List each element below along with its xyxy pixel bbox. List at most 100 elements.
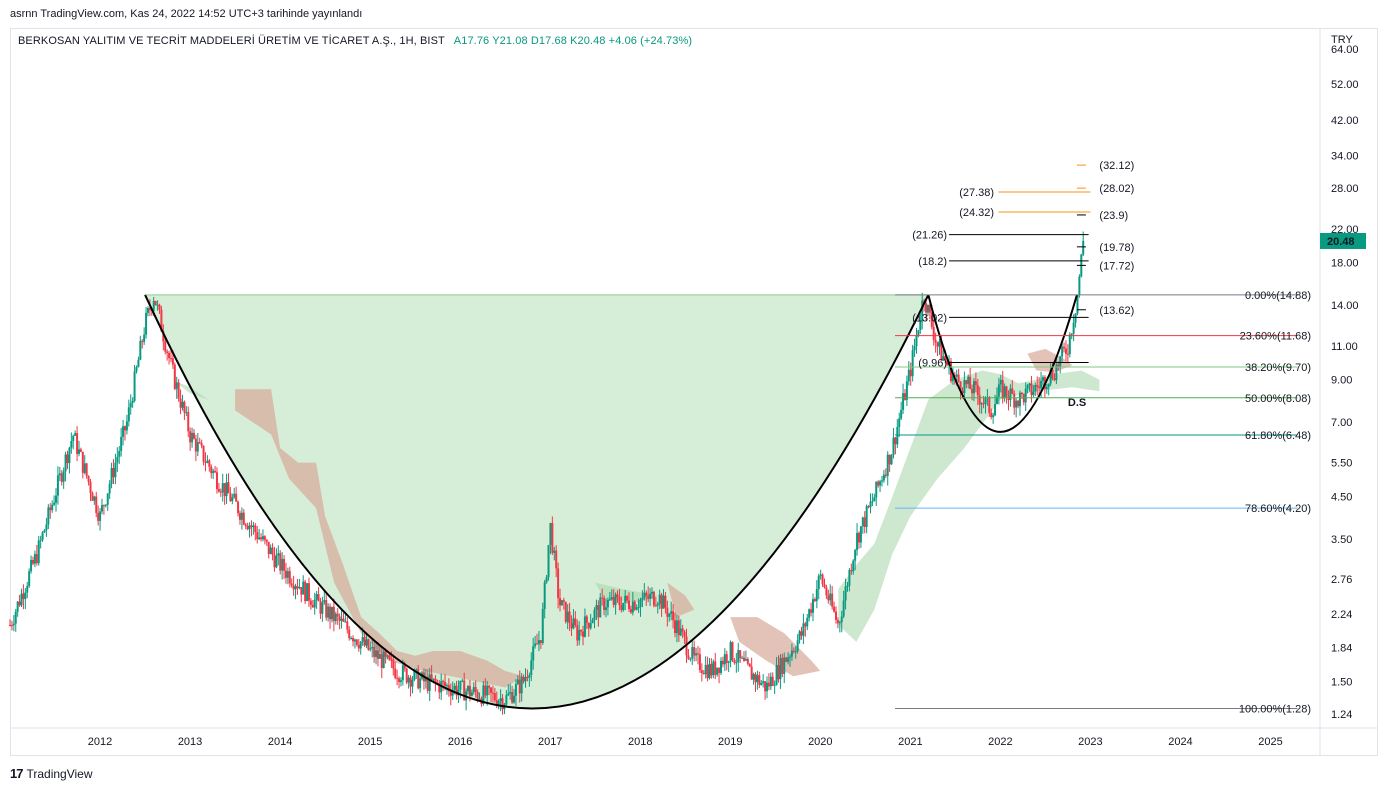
candle-body	[698, 654, 701, 671]
candle-body	[1020, 392, 1023, 395]
candle-body	[733, 659, 736, 663]
candle-body	[352, 637, 355, 642]
candle-body	[476, 691, 479, 699]
candle-body	[930, 312, 933, 327]
symbol-title: BERKOSAN YALITIM VE TECRİT MADDELERİ ÜRE…	[18, 35, 445, 47]
candle-body	[281, 558, 284, 571]
candle-body	[122, 426, 125, 437]
candle-body	[1051, 369, 1054, 379]
candle-body	[683, 631, 686, 637]
candle-body	[886, 454, 889, 476]
candle-body	[202, 445, 205, 462]
candle-body	[43, 530, 46, 533]
target-level-label: (19.78)	[1099, 242, 1134, 254]
candle-body	[329, 606, 332, 620]
candle-body	[350, 637, 353, 639]
candle-body	[505, 695, 508, 705]
candle-body	[294, 586, 297, 590]
candle-body	[252, 525, 255, 528]
fib-level-label: 0.00%(14.88)	[1245, 290, 1311, 302]
candle-body	[355, 639, 358, 645]
candle-body	[846, 585, 849, 587]
candle-body	[507, 693, 510, 696]
candle-body	[116, 456, 119, 463]
candle-body	[718, 667, 721, 673]
candle-body	[790, 650, 793, 657]
price-axis-tick: 22.00	[1331, 224, 1359, 236]
candle-body	[670, 611, 673, 614]
candle-body	[332, 606, 335, 622]
candle-body	[256, 532, 259, 540]
candle-body	[974, 381, 977, 385]
candle-body	[311, 604, 314, 608]
candle-body	[900, 409, 903, 419]
cup-fill-area	[145, 294, 929, 709]
candle-body	[474, 687, 477, 692]
candle-body	[112, 468, 115, 478]
candle-body	[727, 661, 730, 663]
candle-body	[1040, 380, 1043, 388]
candle-body	[319, 601, 322, 614]
candle-body	[1068, 334, 1071, 355]
candle-body	[877, 481, 880, 486]
candle-body	[129, 403, 132, 408]
candle-body	[992, 415, 995, 418]
candle-body	[14, 611, 17, 624]
candle-body	[674, 620, 677, 634]
target-level-label: (9.96)	[918, 358, 947, 370]
candle-body	[938, 340, 941, 347]
candle-body	[152, 301, 155, 311]
candle-body	[861, 517, 864, 527]
candle-body	[513, 695, 516, 703]
candle-body	[401, 665, 404, 681]
candle-body	[277, 553, 280, 556]
candle-body	[18, 601, 21, 606]
candle-body	[909, 369, 912, 377]
candle-body	[1045, 387, 1048, 389]
candle-body	[284, 570, 287, 578]
candle-body	[273, 554, 276, 568]
candle-body	[894, 437, 897, 445]
fib-level-label: 38.20%(9.70)	[1245, 362, 1311, 374]
candle-body	[407, 677, 410, 683]
candle-body	[532, 646, 535, 661]
candle-body	[37, 540, 40, 564]
candle-body	[867, 506, 870, 508]
candle-body	[783, 657, 786, 674]
candle-body	[453, 685, 456, 690]
candle-body	[1053, 378, 1056, 381]
candle-body	[363, 637, 366, 646]
candle-body	[606, 599, 609, 608]
candle-body	[240, 512, 243, 520]
candle-body	[810, 609, 813, 613]
candle-body	[411, 679, 414, 687]
candle-body	[1057, 364, 1060, 367]
candle-body	[1005, 386, 1008, 397]
candle-body	[95, 496, 98, 513]
candle-body	[325, 600, 328, 618]
candle-body	[10, 625, 13, 627]
candle-body	[946, 360, 949, 366]
candle-body	[997, 384, 1000, 397]
candle-body	[875, 481, 878, 498]
candle-body	[710, 663, 713, 676]
candle-body	[869, 501, 872, 508]
candle-body	[386, 655, 389, 657]
candle-body	[1001, 379, 1004, 399]
candle-body	[501, 698, 504, 710]
candle-body	[999, 379, 1002, 385]
candle-body	[863, 517, 866, 527]
candle-body	[708, 663, 711, 679]
candle-body	[844, 586, 847, 601]
time-axis-tick: 2016	[448, 736, 472, 748]
candle-body	[664, 595, 667, 608]
candle-body	[1082, 240, 1085, 255]
candle-body	[434, 678, 437, 683]
footer-brand[interactable]: 17 TradingView	[10, 766, 93, 781]
candle-body	[486, 685, 489, 696]
candle-body	[403, 665, 406, 669]
candle-body	[296, 586, 299, 589]
candle-body	[104, 504, 107, 506]
candle-body	[764, 681, 767, 692]
